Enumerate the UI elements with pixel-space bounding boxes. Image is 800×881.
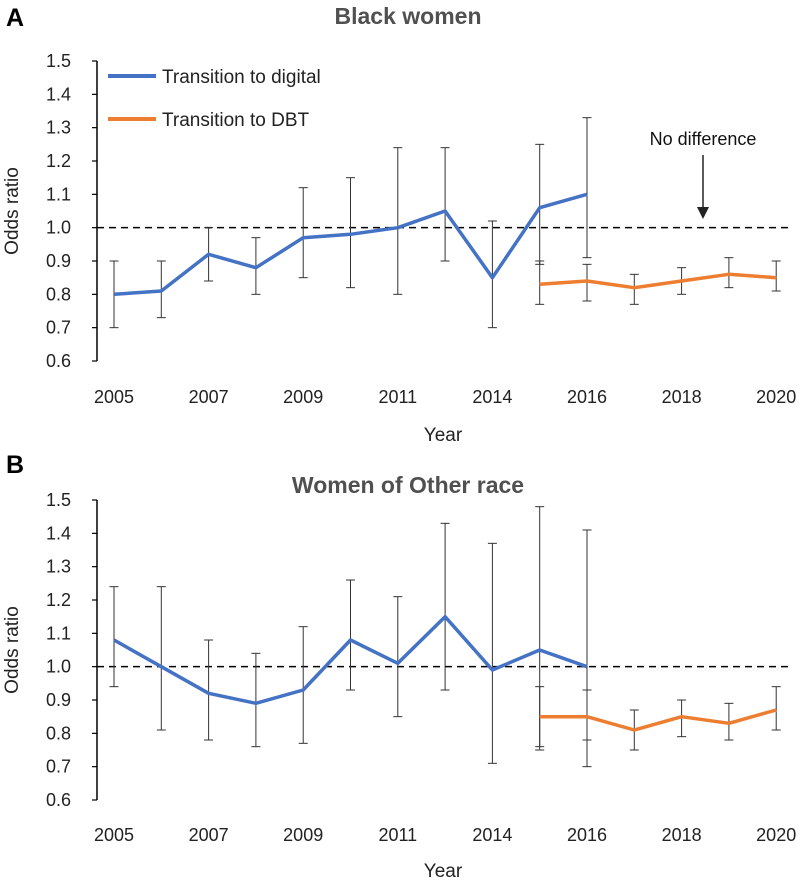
error-bar bbox=[487, 542, 497, 764]
x-tick-label: 2005 bbox=[94, 825, 134, 845]
x-axis-title: Year bbox=[424, 425, 463, 446]
x-tick-label: 2016 bbox=[567, 387, 607, 407]
y-tick-label: 0.7 bbox=[46, 318, 71, 338]
y-tick-label: 1.1 bbox=[46, 184, 71, 204]
y-tick-label: 1.3 bbox=[46, 557, 71, 577]
y-tick-label: 1.3 bbox=[46, 118, 71, 138]
error-bar bbox=[440, 522, 450, 691]
x-tick-label: 2011 bbox=[378, 387, 417, 407]
chart-title: Women of Other race bbox=[292, 472, 524, 498]
error-bar bbox=[346, 579, 355, 691]
y-tick-label: 1.4 bbox=[46, 84, 71, 104]
y-tick-label: 1.5 bbox=[46, 490, 71, 510]
chart-title: Black women bbox=[335, 3, 482, 29]
chart-panel-b: B Women of Other race 0.6 0.7 0.8 0.9 1.0 1.1 1.… bbox=[2, 451, 796, 881]
x-tick-label: 2005 bbox=[94, 387, 134, 407]
y-tick-label: 1.1 bbox=[46, 623, 71, 643]
error-bar bbox=[298, 187, 308, 279]
x-tick-label: 2014 bbox=[472, 825, 512, 845]
y-tick-label: 1.0 bbox=[46, 657, 71, 677]
y-tick-label: 1.0 bbox=[46, 218, 71, 238]
error-bar bbox=[771, 686, 781, 731]
annotation-no-difference: No difference bbox=[650, 129, 757, 149]
series-line-dbt bbox=[539, 272, 777, 290]
y-tick-label: 1.4 bbox=[46, 523, 71, 543]
y-tick-label: 1.2 bbox=[46, 151, 71, 171]
y-axis-title: Odds ratio bbox=[2, 167, 23, 255]
error-bar bbox=[582, 117, 592, 259]
y-tick-label: 0.6 bbox=[46, 351, 71, 371]
x-tick-label: 2020 bbox=[756, 825, 796, 845]
y-tick-label: 0.7 bbox=[46, 757, 71, 777]
x-tick-label: 2009 bbox=[283, 387, 323, 407]
y-tick-label: 0.9 bbox=[46, 251, 71, 271]
error-bar bbox=[204, 639, 214, 741]
y-tick-label: 1.2 bbox=[46, 590, 71, 610]
panel-letter: A bbox=[6, 4, 24, 32]
y-tick-label: 1.5 bbox=[46, 51, 71, 71]
legend-label-dbt: Transition to DBT bbox=[162, 110, 310, 131]
x-tick-label: 2020 bbox=[756, 387, 796, 407]
y-tick-label: 0.6 bbox=[46, 790, 71, 810]
error-bar bbox=[535, 143, 545, 265]
y-tick-label: 0.9 bbox=[46, 690, 71, 710]
error-bar bbox=[440, 147, 450, 262]
error-bar bbox=[393, 596, 403, 718]
x-tick-label: 2018 bbox=[662, 825, 702, 845]
x-tick-label: 2007 bbox=[189, 387, 229, 407]
panel-letter: B bbox=[6, 451, 24, 479]
x-tick-label: 2014 bbox=[472, 387, 512, 407]
chart-panel-a: A Black women 0.6 0.7 0.8 0.9 1.0 1.1 1.2 1.3 1.4 1… bbox=[2, 3, 796, 446]
x-tick-label: 2011 bbox=[378, 825, 417, 845]
error-bar bbox=[487, 220, 497, 329]
error-bar bbox=[109, 586, 119, 688]
x-tick-label: 2007 bbox=[189, 825, 229, 845]
error-bar bbox=[156, 586, 166, 731]
legend-label-digital: Transition to digital bbox=[162, 67, 321, 88]
x-axis-title: Year bbox=[424, 861, 463, 881]
series-line-dbt bbox=[539, 708, 777, 732]
x-tick-label: 2016 bbox=[567, 825, 607, 845]
y-tick-label: 0.8 bbox=[46, 723, 71, 743]
y-axis-title: Odds ratio bbox=[2, 606, 23, 694]
x-tick-label: 2009 bbox=[283, 825, 323, 845]
annotation-arrow-head bbox=[697, 207, 709, 219]
error-bar bbox=[251, 652, 261, 748]
x-tick-label: 2018 bbox=[662, 387, 702, 407]
error-bar bbox=[298, 626, 308, 744]
error-bar bbox=[393, 147, 403, 295]
y-tick-label: 0.8 bbox=[46, 284, 71, 304]
legend: Transition to digital Transition to DBT bbox=[108, 67, 321, 131]
